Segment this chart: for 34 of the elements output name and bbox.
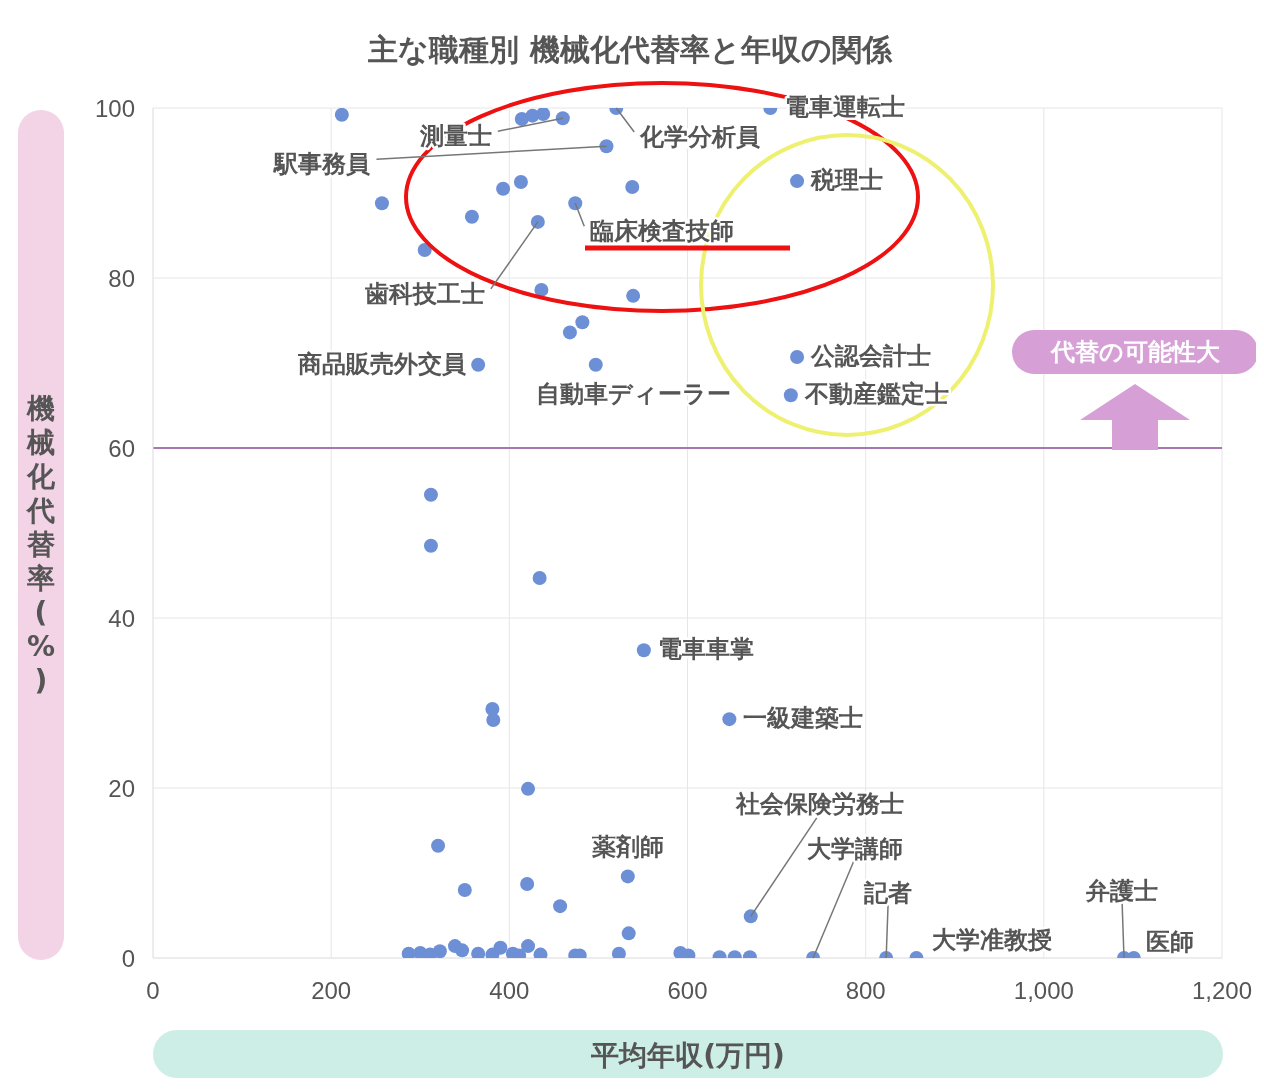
annotation: 商品販売外交員: [297, 349, 467, 378]
y-tick-label: 60: [108, 434, 135, 462]
annotation: 駅事務員: [273, 150, 371, 179]
x-tick-label: 400: [489, 977, 530, 1005]
y-tick-label: 20: [108, 774, 135, 802]
annotation: 化学分析員: [639, 123, 761, 151]
annotation: 自動車ディーラー: [536, 379, 732, 408]
annotation: 測量士: [418, 122, 492, 151]
x-tick-label: 200: [311, 977, 352, 1005]
x-axis-title: 平均年収(万円): [590, 1039, 785, 1072]
y-tick-label: 80: [108, 264, 135, 292]
annotation: 記者: [863, 879, 913, 907]
annotation: 税理士: [810, 166, 884, 195]
annotation: 大学准教授: [932, 926, 1053, 954]
x-tick-label: 600: [667, 977, 708, 1005]
annotation: 一級建築士: [743, 704, 864, 733]
x-tick-label: 0: [146, 977, 160, 1005]
annotation: 電車車掌: [657, 635, 754, 664]
annotation: 代替の可能性大: [1049, 338, 1221, 366]
annotation: 弁護士: [1085, 877, 1159, 905]
annotation: 薬剤師: [590, 833, 664, 862]
x-tick-label: 800: [845, 977, 886, 1005]
annotation: 大学講師: [807, 835, 904, 863]
y-tick-label: 40: [108, 604, 135, 632]
chart-title: 主な職種別 機械化代替率と年収の関係: [367, 32, 893, 67]
y-tick-label: 100: [94, 94, 135, 122]
x-tick-label: 1,000: [1013, 977, 1074, 1005]
annotation: 歯科技工士: [363, 279, 485, 308]
annotation: 社会保険労務士: [734, 790, 904, 819]
x-tick-label: 1,200: [1191, 977, 1253, 1005]
annotation: 公認会計士: [810, 342, 932, 371]
annotation: 医師: [1145, 928, 1194, 956]
y-tick-label: 0: [121, 944, 135, 972]
text: 機械化代替率(%): [26, 392, 56, 697]
